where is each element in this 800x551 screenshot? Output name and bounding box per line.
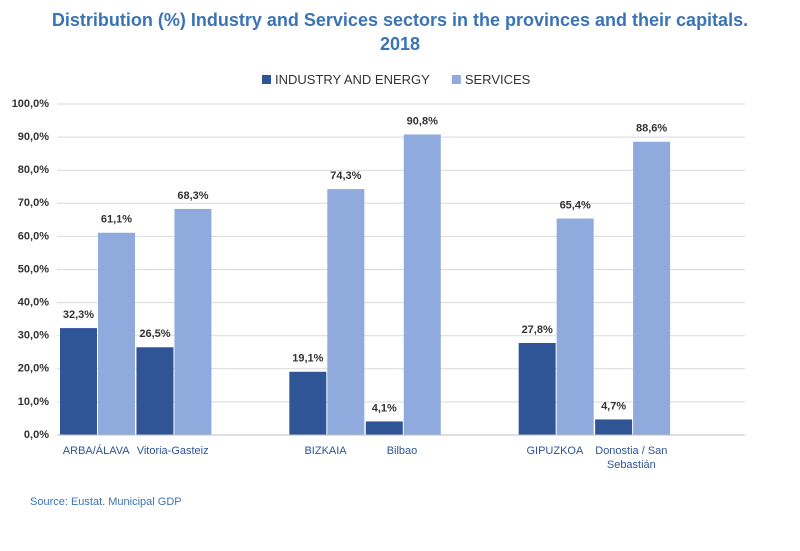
bar (403, 134, 441, 435)
bar (98, 232, 135, 435)
legend-label: INDUSTRY AND ENERGY (275, 72, 430, 87)
y-tick-label: 60,0% (18, 230, 49, 242)
data-label: 68,3% (177, 190, 208, 202)
data-label: 88,6% (636, 123, 667, 135)
data-label: 90,8% (407, 115, 438, 127)
y-tick-label: 20,0% (18, 363, 49, 375)
y-tick-label: 40,0% (18, 297, 49, 309)
data-label: 65,4% (560, 199, 591, 211)
bar (556, 218, 594, 435)
y-tick-label: 10,0% (18, 396, 49, 408)
y-tick-label: 0,0% (24, 429, 49, 441)
y-tick-label: 30,0% (18, 330, 49, 342)
y-tick-label: 90,0% (18, 131, 49, 143)
y-tick-label: 70,0% (18, 197, 49, 209)
y-tick-label: 50,0% (18, 263, 49, 275)
bar (289, 371, 327, 435)
bar (174, 208, 212, 435)
x-tick-label: BIZKAIA (304, 445, 347, 457)
data-label: 4,1% (372, 402, 397, 414)
bar (60, 328, 97, 435)
x-tick-label: ARBA/ÁLAVA (62, 445, 130, 457)
chart-title: Distribution (%) Industry and Services s… (51, 10, 749, 54)
data-label: 26,5% (139, 328, 170, 340)
data-label: 74,3% (330, 170, 361, 182)
bar (136, 347, 174, 435)
bar (518, 342, 556, 435)
x-tick-label: Donostia / San Sebastián (595, 445, 668, 471)
bar (327, 189, 365, 435)
bar (633, 141, 671, 435)
data-label: 4,7% (601, 400, 626, 412)
data-label: 27,8% (522, 324, 553, 336)
legend-swatch (262, 75, 271, 84)
legend-label: SERVICES (465, 72, 531, 87)
source-note: Source: Eustat. Municipal GDP (30, 496, 182, 508)
data-label: 61,1% (101, 214, 132, 226)
x-tick-label: Bilbao (386, 445, 418, 457)
x-tick-label: GIPUZKOA (526, 445, 584, 457)
bar (365, 421, 403, 435)
data-label: 32,3% (63, 309, 94, 321)
data-label: 19,1% (292, 353, 323, 365)
bar (595, 419, 633, 435)
x-tick-label: Vitoria-Gasteiz (136, 445, 209, 457)
y-tick-label: 100,0% (12, 98, 50, 110)
y-tick-label: 80,0% (18, 164, 49, 176)
legend-swatch (451, 75, 461, 84)
